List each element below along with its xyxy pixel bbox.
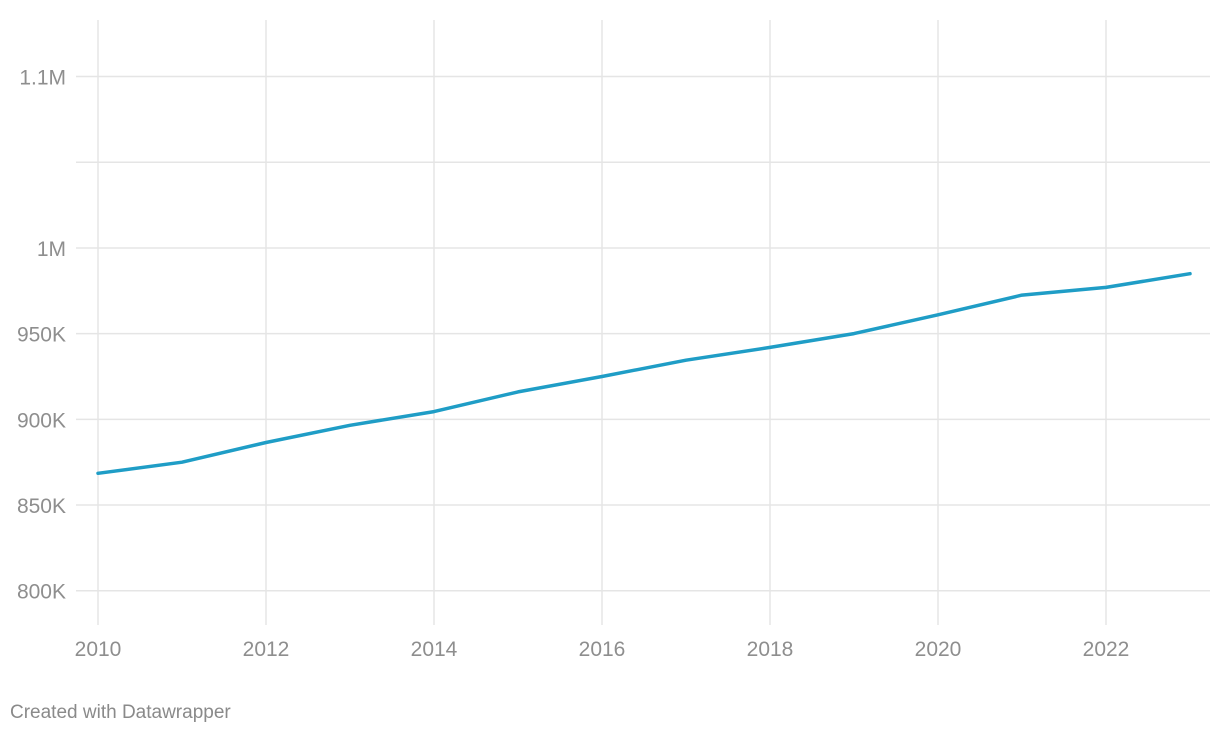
y-tick-label: 800K (17, 581, 66, 604)
data-point (348, 423, 352, 427)
data-point (600, 374, 604, 378)
x-tick-label: 2022 (1083, 638, 1130, 661)
footer-credit: Created with Datawrapper (10, 702, 231, 723)
y-axis: 800K 850K 900K 950K 1M 1.1M (17, 67, 66, 604)
data-point (264, 440, 268, 444)
data-point (684, 358, 688, 362)
x-tick-label: 2020 (915, 638, 962, 661)
y-tick-label: 1M (37, 238, 66, 261)
series-line (96, 271, 1192, 476)
data-point (180, 460, 184, 464)
y-tick-label: 850K (17, 495, 66, 518)
gridlines (76, 20, 1210, 625)
x-tick-label: 2012 (243, 638, 290, 661)
data-point (516, 390, 520, 394)
data-point (432, 410, 436, 414)
data-point (936, 313, 940, 317)
data-point (1104, 285, 1108, 289)
data-point (96, 471, 100, 475)
x-tick-label: 2016 (579, 638, 626, 661)
x-tick-label: 2018 (747, 638, 794, 661)
y-tick-label: 950K (17, 324, 66, 347)
series-layer (96, 271, 1192, 476)
x-tick-label: 2014 (411, 638, 458, 661)
x-tick-label: 2010 (75, 638, 122, 661)
data-point (1020, 293, 1024, 297)
data-point (1188, 272, 1192, 276)
y-tick-label: 1.1M (19, 67, 66, 90)
x-axis: 2010 2012 2014 2016 2018 2020 2022 (75, 638, 1130, 661)
y-tick-label: 900K (17, 409, 66, 432)
data-point (852, 332, 856, 336)
data-point (768, 345, 772, 349)
